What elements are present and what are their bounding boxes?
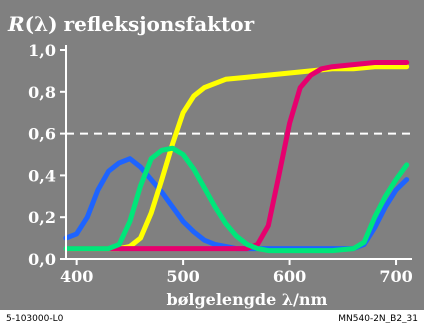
axes bbox=[65, 45, 412, 260]
chart-background bbox=[0, 0, 424, 310]
chart-title: R(λ) refleksjonsfaktor bbox=[7, 12, 255, 36]
footer-right: MN540-2N_B2_31 bbox=[338, 314, 418, 323]
y-tick-label: 0,2 bbox=[28, 208, 56, 227]
title-suffix: refleksjonsfaktor bbox=[64, 12, 255, 36]
title-paren: (λ) bbox=[25, 12, 58, 36]
y-tick-label: 0,8 bbox=[28, 83, 56, 102]
x-tick-label: 500 bbox=[166, 267, 199, 286]
series-line-3 bbox=[63, 60, 410, 252]
y-ticks: 0,0 0,2 0,4 0,6 0,8 1,0 bbox=[28, 41, 66, 269]
y-tick-label: 0,4 bbox=[28, 166, 56, 185]
x-tick-label: 700 bbox=[379, 267, 412, 286]
y-tick-label: 0,6 bbox=[28, 125, 56, 144]
x-tick-label: 600 bbox=[273, 267, 306, 286]
footer-left: 5-103000-L0 bbox=[6, 314, 64, 323]
x-ticks: 400 500 600 700 bbox=[60, 259, 413, 286]
x-tick-label: 400 bbox=[60, 267, 93, 286]
series-line-2 bbox=[63, 64, 410, 252]
y-tick-label: 1,0 bbox=[28, 41, 56, 60]
x-axis-label: bølgelengde λ/nm bbox=[167, 290, 328, 309]
series-line-4 bbox=[63, 145, 410, 254]
y-tick-label: 0,0 bbox=[28, 250, 56, 269]
series-group bbox=[63, 60, 410, 254]
title-prefix: R bbox=[7, 12, 25, 36]
